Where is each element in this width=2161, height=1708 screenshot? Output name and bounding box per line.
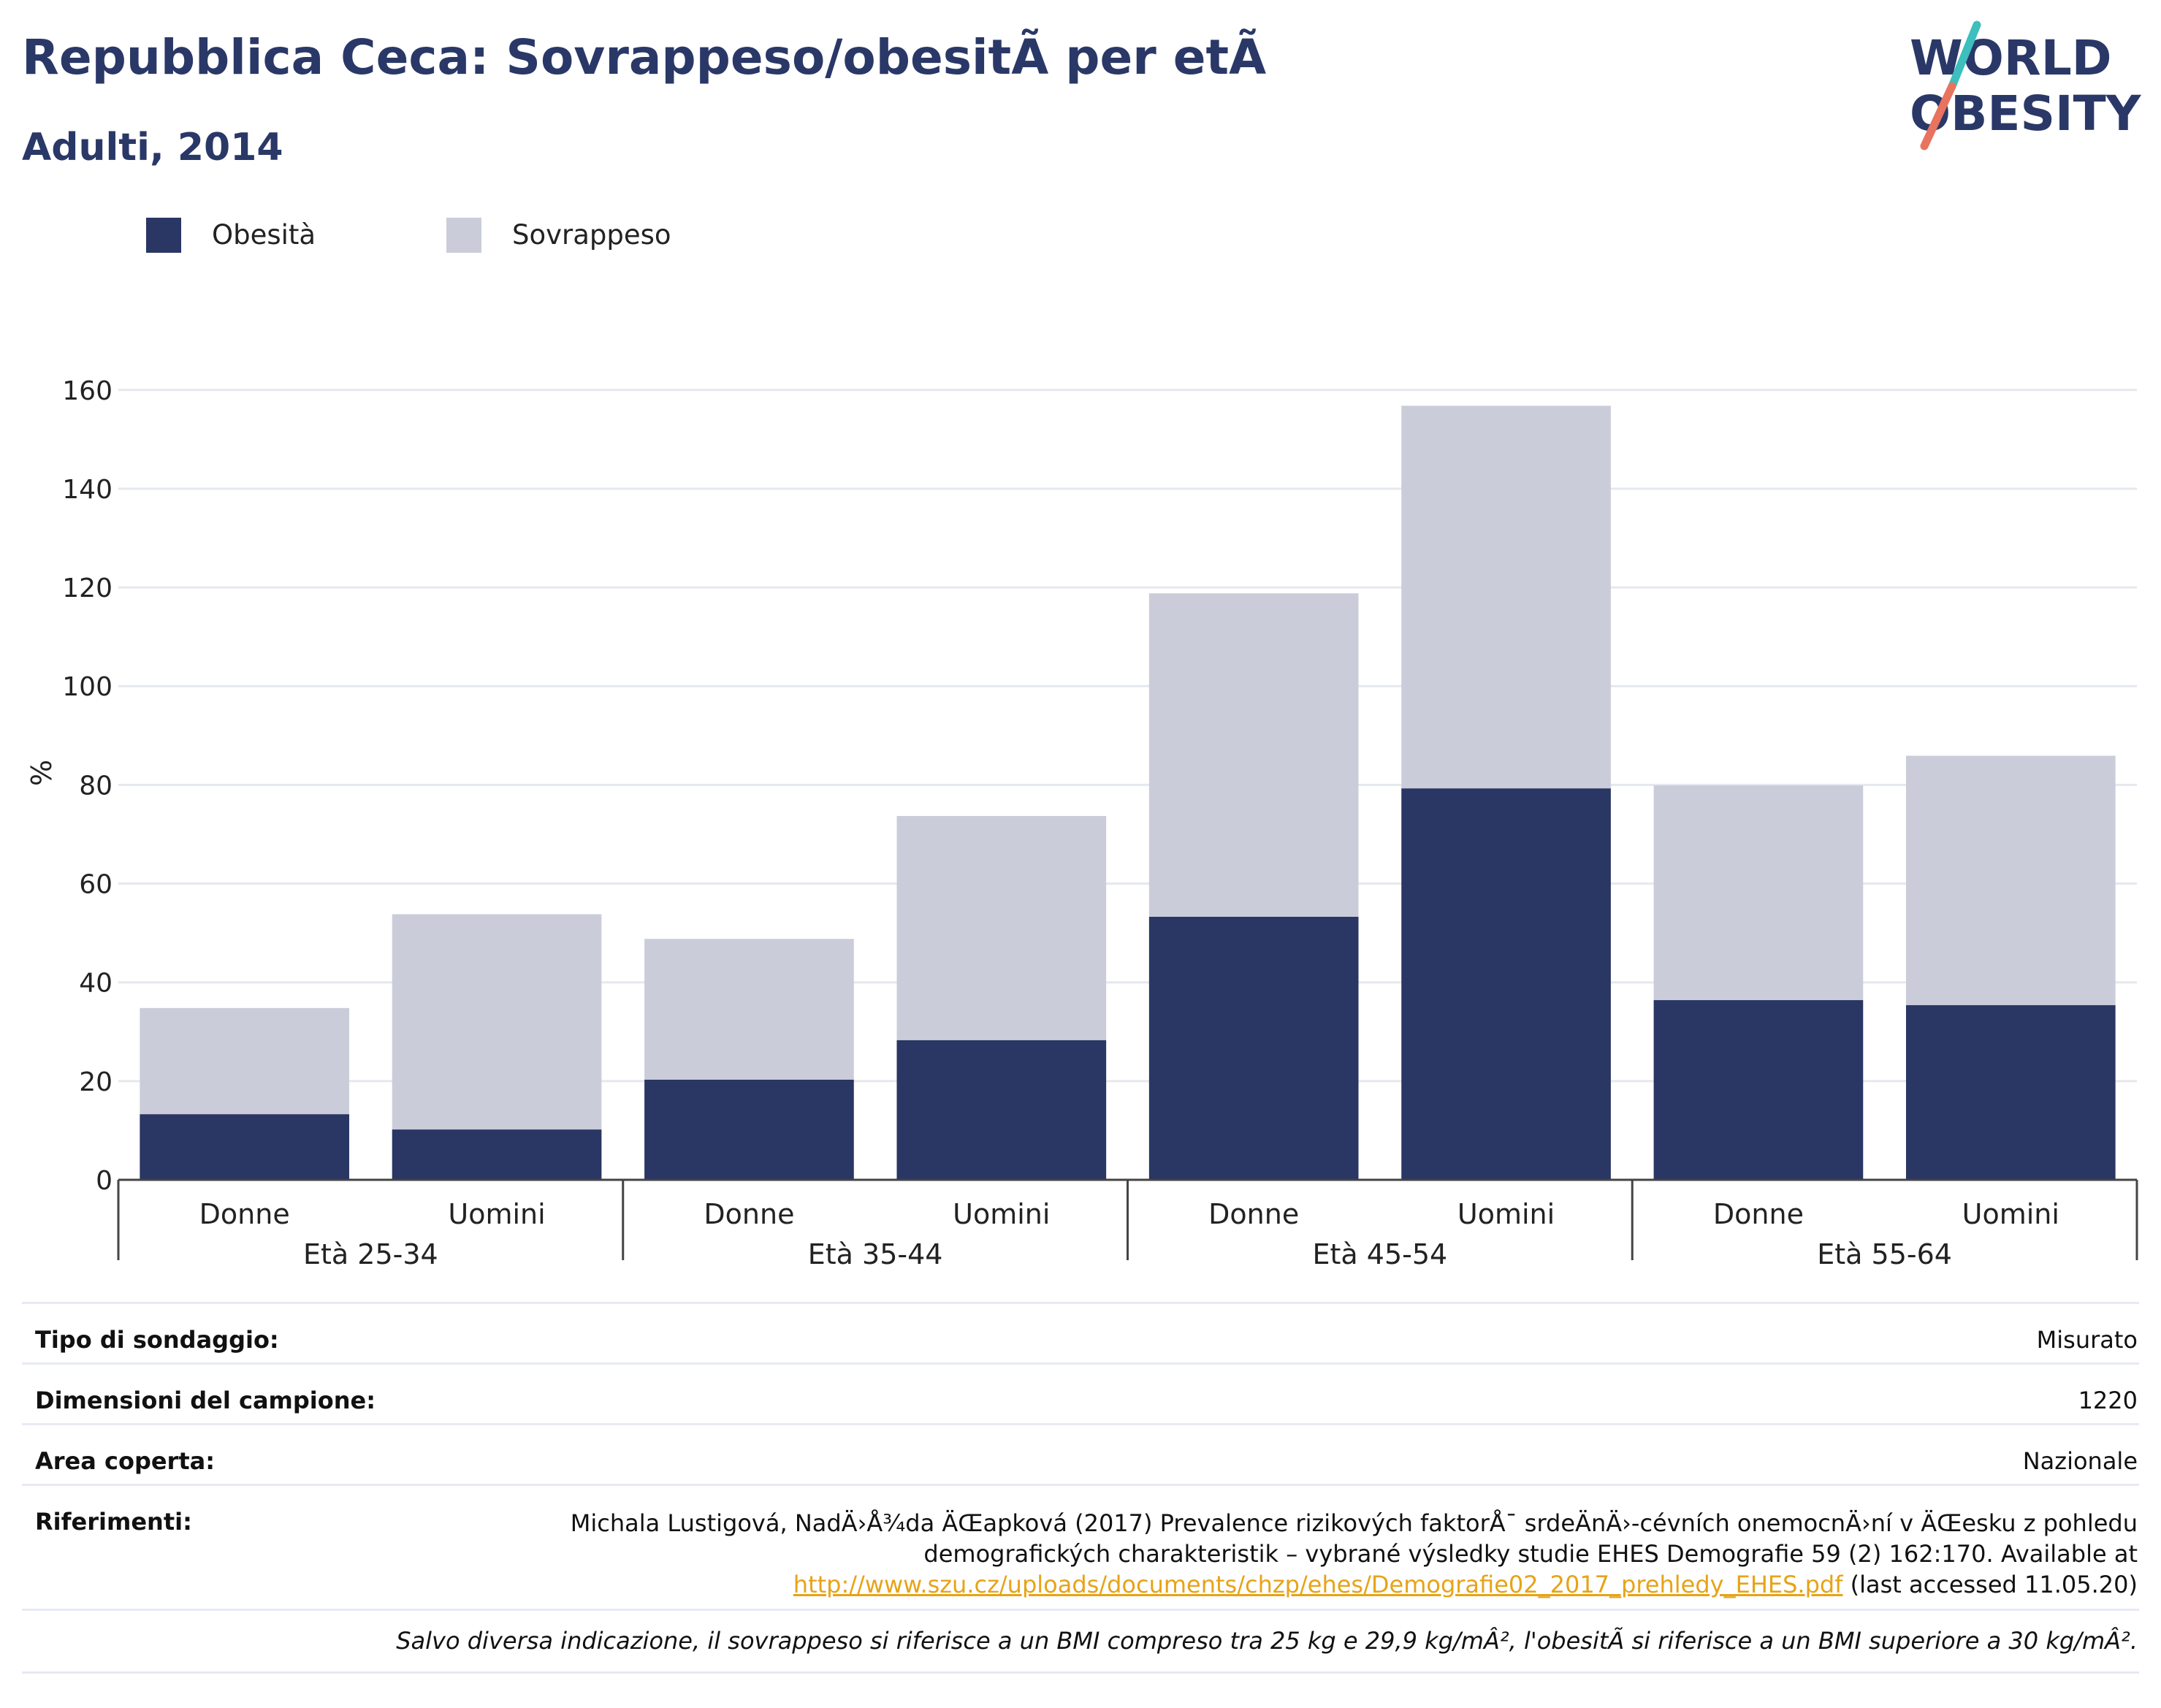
bar-overweight [140,1007,350,1115]
definition-note-row: Salvo diversa indicazione, il sovrappeso… [22,1609,2139,1674]
stacked-bar-chart: 0 20 40 60 80 100 120 140 160 Donne Uomini Donne Uom… [26,376,2138,1270]
area-covered-label: Area coperta: [35,1447,216,1475]
y-tick-label: 80 [79,771,113,801]
survey-type-label: Tipo di sondaggio: [35,1326,279,1354]
sample-size-value: 1220 [2078,1387,2138,1414]
references-link[interactable]: http://www.szu.cz/uploads/documents/chzp… [793,1571,1843,1598]
references-line-2: demografických charakteristik – vybrané … [923,1540,2138,1568]
bar-overweight [1905,755,2116,1005]
logo-slash-teal [1948,20,1981,91]
legend-swatch-overweight [446,218,481,253]
y-tick-label: 140 [62,475,113,505]
bar-overweight [1401,405,1611,789]
x-tick-label: Uomini [1962,1198,2059,1230]
bar-obesity [1905,1004,2116,1180]
x-tick-label: Donne [704,1198,794,1230]
y-tick-label: 120 [62,573,113,603]
references-text: Michala Lustigová, NadÄ›Å¾da ÄŒapková (2… [530,1508,2138,1600]
group-label: Età 25-34 [303,1238,438,1270]
x-tick-label: Donne [1713,1198,1804,1230]
bar-overweight [1653,785,1864,1001]
references-accessed: (last accessed 11.05.20) [1842,1571,2138,1598]
logo-slash-coral [1920,82,1956,150]
bar-overweight [1148,593,1359,917]
references-line-1: Michala Lustigová, NadÄ›Å¾da ÄŒapková (2… [570,1509,2138,1537]
bar-overweight [392,914,602,1130]
references-row: Riferimenti: Michala Lustigová, NadÄ›Å¾d… [22,1484,2139,1609]
sample-size-row: Dimensioni del campione: 1220 [22,1362,2139,1423]
y-tick-label: 160 [62,376,113,406]
bar-obesity [1401,788,1611,1180]
logo-word-world: WORLD [1910,30,2112,86]
area-covered-value: Nazionale [2022,1447,2138,1475]
axes: 0 20 40 60 80 100 120 140 160 Donne Uomini Donne Uom… [62,376,2138,1270]
chart-title: Repubblica Ceca: Sovrappeso/obesitÃ per … [22,29,1267,85]
x-tick-label: Donne [199,1198,290,1230]
world-obesity-logo: WORLD OBESITY [1910,20,2142,150]
bar-obesity [140,1114,350,1180]
survey-type-row: Tipo di sondaggio: Misurato [22,1302,2139,1362]
legend-swatch-obesity [146,218,181,253]
bar-obesity [896,1040,1107,1180]
references-line-3: http://www.szu.cz/uploads/documents/chzp… [530,1569,2138,1600]
legend-label-overweight: Sovrappeso [512,219,671,251]
group-label: Età 45-54 [1313,1238,1448,1270]
survey-type-value: Misurato [2036,1326,2138,1354]
bar-obesity [392,1129,602,1180]
bar-overweight [644,939,854,1080]
sample-size-label: Dimensioni del campione: [35,1387,376,1414]
x-tick-label: Uomini [1457,1198,1555,1230]
bar-obesity [1653,1000,1864,1180]
references-label: Riferimenti: [35,1508,192,1536]
x-tick-label: Uomini [953,1198,1050,1230]
bars [140,405,2116,1180]
definition-note: Salvo diversa indicazione, il sovrappeso… [396,1627,2138,1655]
y-tick-label: 20 [79,1067,113,1097]
y-tick-label: 0 [96,1166,113,1196]
chart-subtitle: Adulti, 2014 [22,126,283,169]
group-label: Età 35-44 [808,1238,943,1270]
area-covered-row: Area coperta: Nazionale [22,1423,2139,1484]
y-tick-label: 60 [79,870,113,900]
y-tick-label: 40 [79,969,113,999]
bar-obesity [1148,916,1359,1180]
y-axis-label: % [26,760,58,786]
bar-overweight [896,815,1107,1040]
survey-info: Tipo di sondaggio: Misurato Dimensioni d… [22,1302,2139,1674]
x-tick-label: Donne [1208,1198,1299,1230]
y-tick-label: 100 [62,672,113,702]
bar-obesity [644,1079,854,1180]
x-tick-label: Uomini [448,1198,545,1230]
group-label: Età 55-64 [1817,1238,1952,1270]
legend-label-obesity: Obesità [212,219,316,251]
